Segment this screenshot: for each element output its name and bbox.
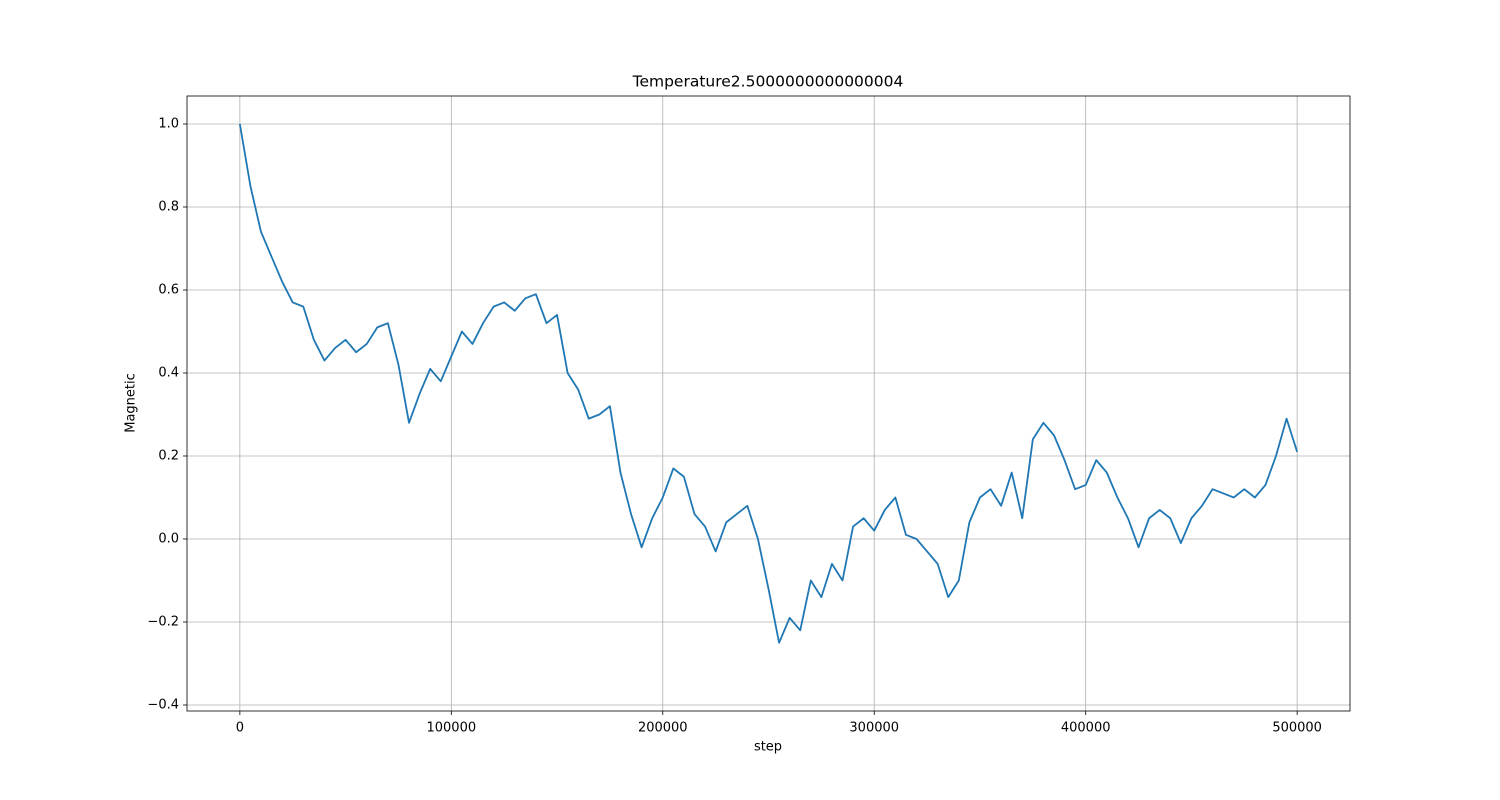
x-axis-label: step [754,740,782,755]
x-tick-label: 100000 [426,721,476,736]
plot-frame [186,95,1351,712]
y-tick-label: −0.4 [147,697,179,712]
y-tick-label: −0.2 [147,614,179,629]
x-tick-label: 0 [236,721,244,736]
y-tick-label: 0.6 [158,283,179,298]
chart-title: Temperature2.5000000000000004 [632,73,904,91]
y-tick-label: 0.8 [158,200,179,215]
x-tick-label: 400000 [1061,721,1111,736]
y-axis-label: Magnetic [124,373,139,433]
data-line [238,123,1298,644]
y-tick-label: 0.4 [158,365,179,380]
x-tick-label: 500000 [1272,721,1322,736]
y-tick-label: 0.0 [158,531,179,546]
x-tick-label: 200000 [638,721,688,736]
y-tick-label: 0.2 [158,448,179,463]
y-tick-label: 1.0 [158,117,179,132]
x-tick-label: 300000 [849,721,899,736]
